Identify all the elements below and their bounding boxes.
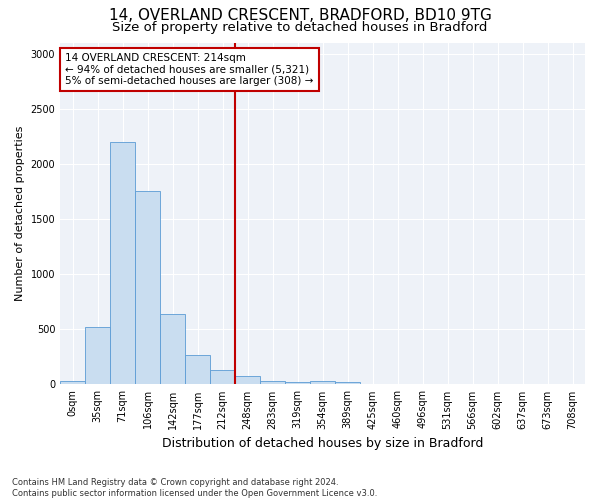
Bar xyxy=(160,314,185,384)
Bar xyxy=(185,355,210,384)
Bar xyxy=(110,142,135,384)
X-axis label: Distribution of detached houses by size in Bradford: Distribution of detached houses by size … xyxy=(162,437,483,450)
Bar xyxy=(60,381,85,384)
Bar xyxy=(260,381,285,384)
Bar xyxy=(335,382,360,384)
Text: 14, OVERLAND CRESCENT, BRADFORD, BD10 9TG: 14, OVERLAND CRESCENT, BRADFORD, BD10 9T… xyxy=(109,8,491,22)
Bar xyxy=(210,370,235,384)
Bar xyxy=(310,381,335,384)
Bar xyxy=(235,376,260,384)
Bar xyxy=(135,192,160,384)
Bar xyxy=(85,327,110,384)
Text: Contains HM Land Registry data © Crown copyright and database right 2024.
Contai: Contains HM Land Registry data © Crown c… xyxy=(12,478,377,498)
Y-axis label: Number of detached properties: Number of detached properties xyxy=(15,126,25,301)
Bar xyxy=(285,382,310,384)
Text: Size of property relative to detached houses in Bradford: Size of property relative to detached ho… xyxy=(112,21,488,34)
Text: 14 OVERLAND CRESCENT: 214sqm
← 94% of detached houses are smaller (5,321)
5% of : 14 OVERLAND CRESCENT: 214sqm ← 94% of de… xyxy=(65,53,314,86)
